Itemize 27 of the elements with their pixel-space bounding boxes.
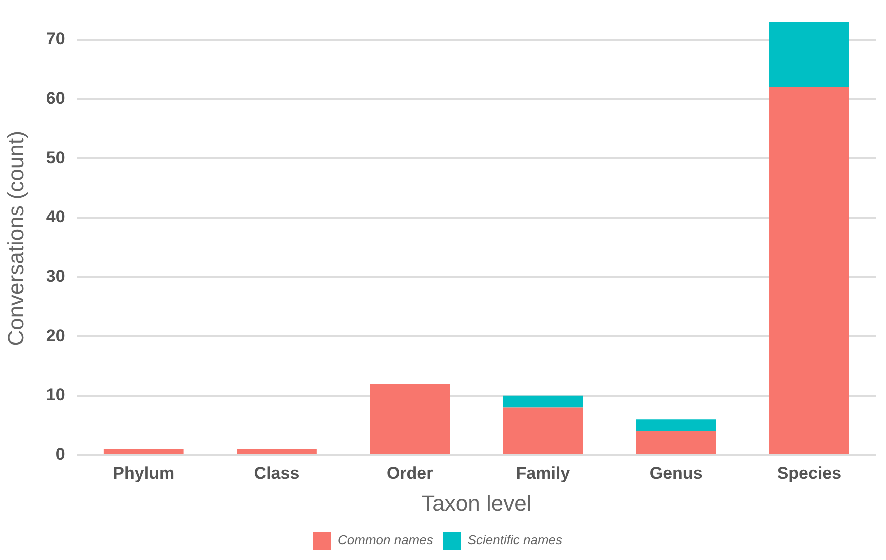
y-tick-label: 0 [56, 444, 66, 464]
y-axis-title: Conversations (count) [3, 131, 28, 346]
y-tick-label: 20 [46, 326, 66, 346]
bar [503, 396, 584, 408]
x-tick-label: Class [254, 464, 300, 484]
y-tick-label: 40 [46, 208, 66, 227]
x-tick-label: Family [516, 464, 571, 484]
legend-label: Common names [338, 532, 434, 548]
y-tick-label: 10 [46, 386, 66, 405]
x-tick-label: Genus [650, 464, 703, 484]
y-tick-label: 70 [46, 30, 66, 49]
bar [104, 449, 184, 454]
bar [770, 22, 850, 88]
bar [636, 431, 716, 454]
legend-label: Scientific names [468, 532, 564, 548]
x-tick-label: Species [777, 464, 842, 484]
y-tick-label: 60 [46, 88, 66, 108]
y-tick-label: 30 [46, 266, 66, 286]
x-tick-label: Order [386, 464, 434, 484]
bar [636, 420, 716, 432]
y-tick-label: 50 [46, 148, 66, 168]
bar [770, 87, 850, 454]
x-tick-label: Phylum [113, 464, 175, 484]
x-axis-title: Taxon level [422, 490, 532, 516]
bar [370, 384, 450, 454]
bar [503, 408, 584, 454]
bar [237, 449, 317, 454]
